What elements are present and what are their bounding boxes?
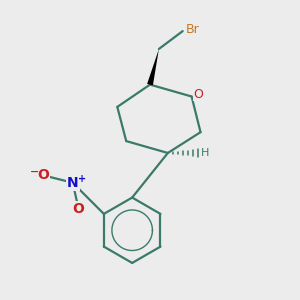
Text: O: O bbox=[193, 88, 203, 100]
Text: H: H bbox=[201, 148, 209, 158]
Text: N: N bbox=[67, 176, 79, 190]
Text: −: − bbox=[30, 167, 39, 177]
Polygon shape bbox=[147, 49, 159, 85]
Text: Br: Br bbox=[186, 23, 200, 36]
Text: O: O bbox=[37, 168, 49, 182]
Text: +: + bbox=[78, 174, 86, 184]
Text: O: O bbox=[73, 202, 85, 216]
